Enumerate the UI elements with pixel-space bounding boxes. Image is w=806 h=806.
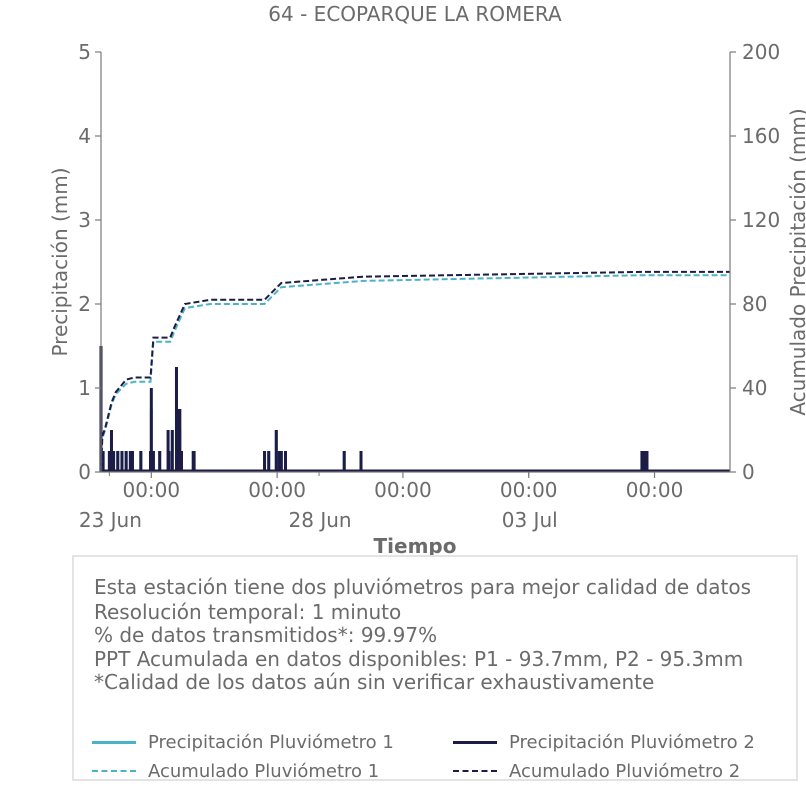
chart-title: 64 - ECOPARQUE LA ROMERA — [268, 2, 562, 26]
x-axis-label: Tiempo — [374, 534, 457, 558]
x-tick-label: 00:00 — [248, 478, 306, 502]
info-line-stations: Esta estación tiene dos pluviómetros par… — [94, 575, 752, 599]
precipitation-chart: 64 - ECOPARQUE LA ROMERA 0 1 2 3 4 5 0 40 80 120 1… — [48, 2, 806, 558]
legend-item-p1-precip: Precipitación Pluviómetro 1 — [92, 730, 394, 754]
axes-layer: 0 1 2 3 4 5 0 40 80 120 160 200 00:00 00:00 00:00 00:00… — [78, 40, 780, 532]
legend-swatch-p2-acum — [453, 770, 497, 772]
y-axis-label: Precipitación (mm) — [48, 167, 72, 356]
series-2 — [99, 346, 730, 473]
legend-item-p1-acum: Acumulado Pluviómetro 1 — [92, 759, 379, 783]
y2-axis-label: Acumulado Precipitación (mm) — [786, 108, 806, 415]
info-line-accumulated: PPT Acumulada en datos disponibles: P1 -… — [94, 647, 744, 671]
legend-swatch-p2-precip — [453, 740, 497, 744]
info-panel: Esta estación tiene dos pluviómetros par… — [72, 555, 798, 783]
y2-tick-label: 40 — [742, 376, 767, 400]
y2-tick-label: 120 — [742, 208, 780, 232]
legend-label-p1-acum: Acumulado Pluviómetro 1 — [148, 760, 380, 782]
x-date-label: 23 Jun — [79, 508, 142, 532]
legend-label-p1-precip: Precipitación Pluviómetro 1 — [148, 731, 394, 753]
y2-tick-label: 160 — [742, 124, 780, 148]
legend-label-p2-acum: Acumulado Pluviómetro 2 — [509, 760, 741, 782]
y-tick-label: 5 — [78, 40, 91, 64]
info-line-quality-note: *Calidad de los datos aún sin verificar … — [94, 670, 655, 694]
info-line-resolution: Resolución temporal: 1 minuto — [94, 600, 402, 624]
y-tick-label: 2 — [78, 292, 91, 316]
legend-swatch-p1-acum — [92, 770, 136, 772]
series-4 — [100, 270, 730, 473]
accumulated-line — [100, 274, 730, 473]
y-tick-label: 3 — [78, 208, 91, 232]
y-tick-label: 0 — [78, 460, 91, 484]
series-3 — [100, 274, 730, 473]
info-line-transmitted: % de datos transmitidos*: 99.97% — [94, 623, 438, 647]
legend-swatch-p1-precip — [92, 740, 136, 744]
y-tick-label: 4 — [78, 124, 91, 148]
x-tick-label: 00:00 — [626, 478, 684, 502]
legend-item-p2-precip: Precipitación Pluviómetro 2 — [453, 730, 755, 754]
y-tick-label: 1 — [78, 376, 91, 400]
legend-item-p2-acum: Acumulado Pluviómetro 2 — [453, 759, 740, 783]
series-layer — [99, 270, 730, 473]
y2-tick-label: 200 — [742, 40, 780, 64]
accumulated-line — [100, 270, 730, 473]
y2-tick-label: 80 — [742, 292, 767, 316]
x-date-label: 03 Jul — [502, 508, 558, 532]
legend-label-p2-precip: Precipitación Pluviómetro 2 — [509, 731, 755, 753]
x-date-label: 28 Jun — [289, 508, 352, 532]
y2-tick-label: 0 — [742, 460, 755, 484]
x-tick-label: 00:00 — [500, 478, 558, 502]
x-tick-label: 00:00 — [122, 478, 180, 502]
x-tick-label: 00:00 — [374, 478, 432, 502]
